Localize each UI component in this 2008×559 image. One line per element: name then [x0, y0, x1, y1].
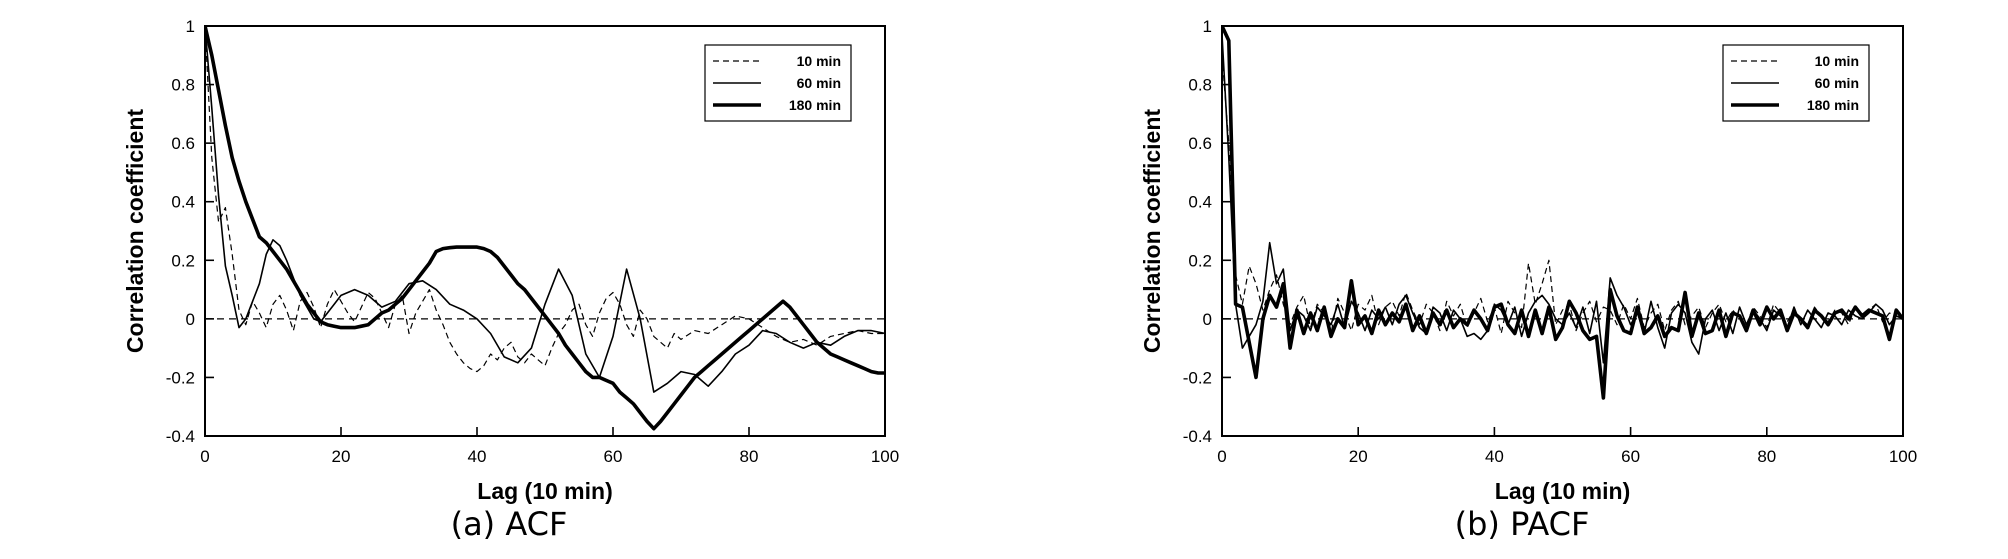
x-tick-label: 40 [1485, 447, 1504, 466]
x-axis-label: Lag (10 min) [477, 478, 612, 504]
series-line-10-min [205, 26, 885, 373]
legend: 10 min 60 min 180 min [704, 44, 852, 122]
x-tick-label: 80 [740, 447, 759, 466]
y-axis-label: Correlation coefficient [1139, 109, 1165, 353]
y-tick-label: 0.8 [171, 76, 195, 95]
y-tick-label: -0.4 [166, 427, 195, 446]
legend-label: 60 min [1815, 75, 1859, 91]
x-tick-label: 100 [871, 447, 899, 466]
legend-label: 180 min [1807, 97, 1859, 113]
legend-box [704, 44, 852, 122]
x-tick-label: 60 [1621, 447, 1640, 466]
chart-panel-1: -0.4 -0.2 0 0.2 0.4 0.6 0.8 1 0 20 40 60 80 100 Lag (1… [122, 17, 899, 504]
x-tick-label: 0 [200, 447, 209, 466]
caption-pacf: (b) PACF [1454, 505, 1590, 543]
x-tick-label: 20 [332, 447, 351, 466]
legend-label: 10 min [1815, 53, 1859, 69]
plot-frame [1221, 25, 1904, 437]
y-axis-label: Correlation coefficient [122, 109, 148, 353]
y-tick-label: 0.6 [171, 134, 195, 153]
y-tick-label: 0.4 [1188, 193, 1212, 212]
legend-label: 60 min [797, 75, 841, 91]
y-tick-label: 0.4 [171, 193, 195, 212]
y-tick-label: 0.2 [1188, 251, 1212, 270]
series-line-60-min [205, 26, 885, 393]
legend-label: 10 min [797, 53, 841, 69]
y-tick-label: -0.4 [1183, 427, 1212, 446]
series-line-180-min [1222, 26, 1903, 400]
x-tick-label: 60 [604, 447, 623, 466]
plot-frame [204, 25, 886, 437]
y-tick-label: 0 [1203, 310, 1212, 329]
series-line-180-min [205, 26, 885, 431]
y-tick-label: 0.8 [1188, 76, 1212, 95]
chart-panel-2: -0.4 -0.2 0 0.2 0.4 0.6 0.8 1 0 20 40 60 80 100 Lag (1… [1139, 17, 1917, 504]
legend-label: 180 min [789, 97, 841, 113]
x-tick-label: 40 [468, 447, 487, 466]
y-tick-label: -0.2 [166, 368, 195, 387]
caption-acf: (a) ACF [450, 505, 568, 543]
y-tick-label: 0.6 [1188, 134, 1212, 153]
x-tick-label: 100 [1889, 447, 1917, 466]
x-tick-label: 0 [1217, 447, 1226, 466]
x-tick-label: 80 [1757, 447, 1776, 466]
x-tick-label: 20 [1349, 447, 1368, 466]
y-tick-label: 0 [186, 310, 195, 329]
legend: 10 min 60 min 180 min [1722, 44, 1870, 122]
y-tick-label: 0.2 [171, 251, 195, 270]
x-axis-label: Lag (10 min) [1495, 478, 1630, 504]
y-tick-label: 1 [186, 17, 195, 36]
y-tick-label: -0.2 [1183, 368, 1212, 387]
y-tick-label: 1 [1203, 17, 1212, 36]
